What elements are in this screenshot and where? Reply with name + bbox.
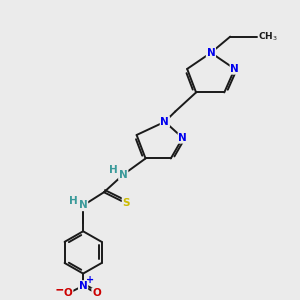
Text: S: S	[122, 197, 130, 208]
Text: CH$_3$: CH$_3$	[259, 30, 278, 43]
Text: N: N	[178, 133, 187, 143]
Text: N: N	[119, 169, 128, 180]
Text: N: N	[160, 117, 169, 127]
Text: N: N	[79, 281, 88, 291]
Text: N: N	[79, 200, 88, 210]
Text: O: O	[64, 288, 73, 298]
Text: N: N	[207, 48, 215, 58]
Text: O: O	[92, 288, 101, 298]
Text: N: N	[230, 64, 239, 74]
Text: +: +	[85, 275, 94, 285]
Text: H: H	[69, 196, 78, 206]
Text: H: H	[110, 165, 118, 175]
Text: −: −	[55, 283, 67, 297]
